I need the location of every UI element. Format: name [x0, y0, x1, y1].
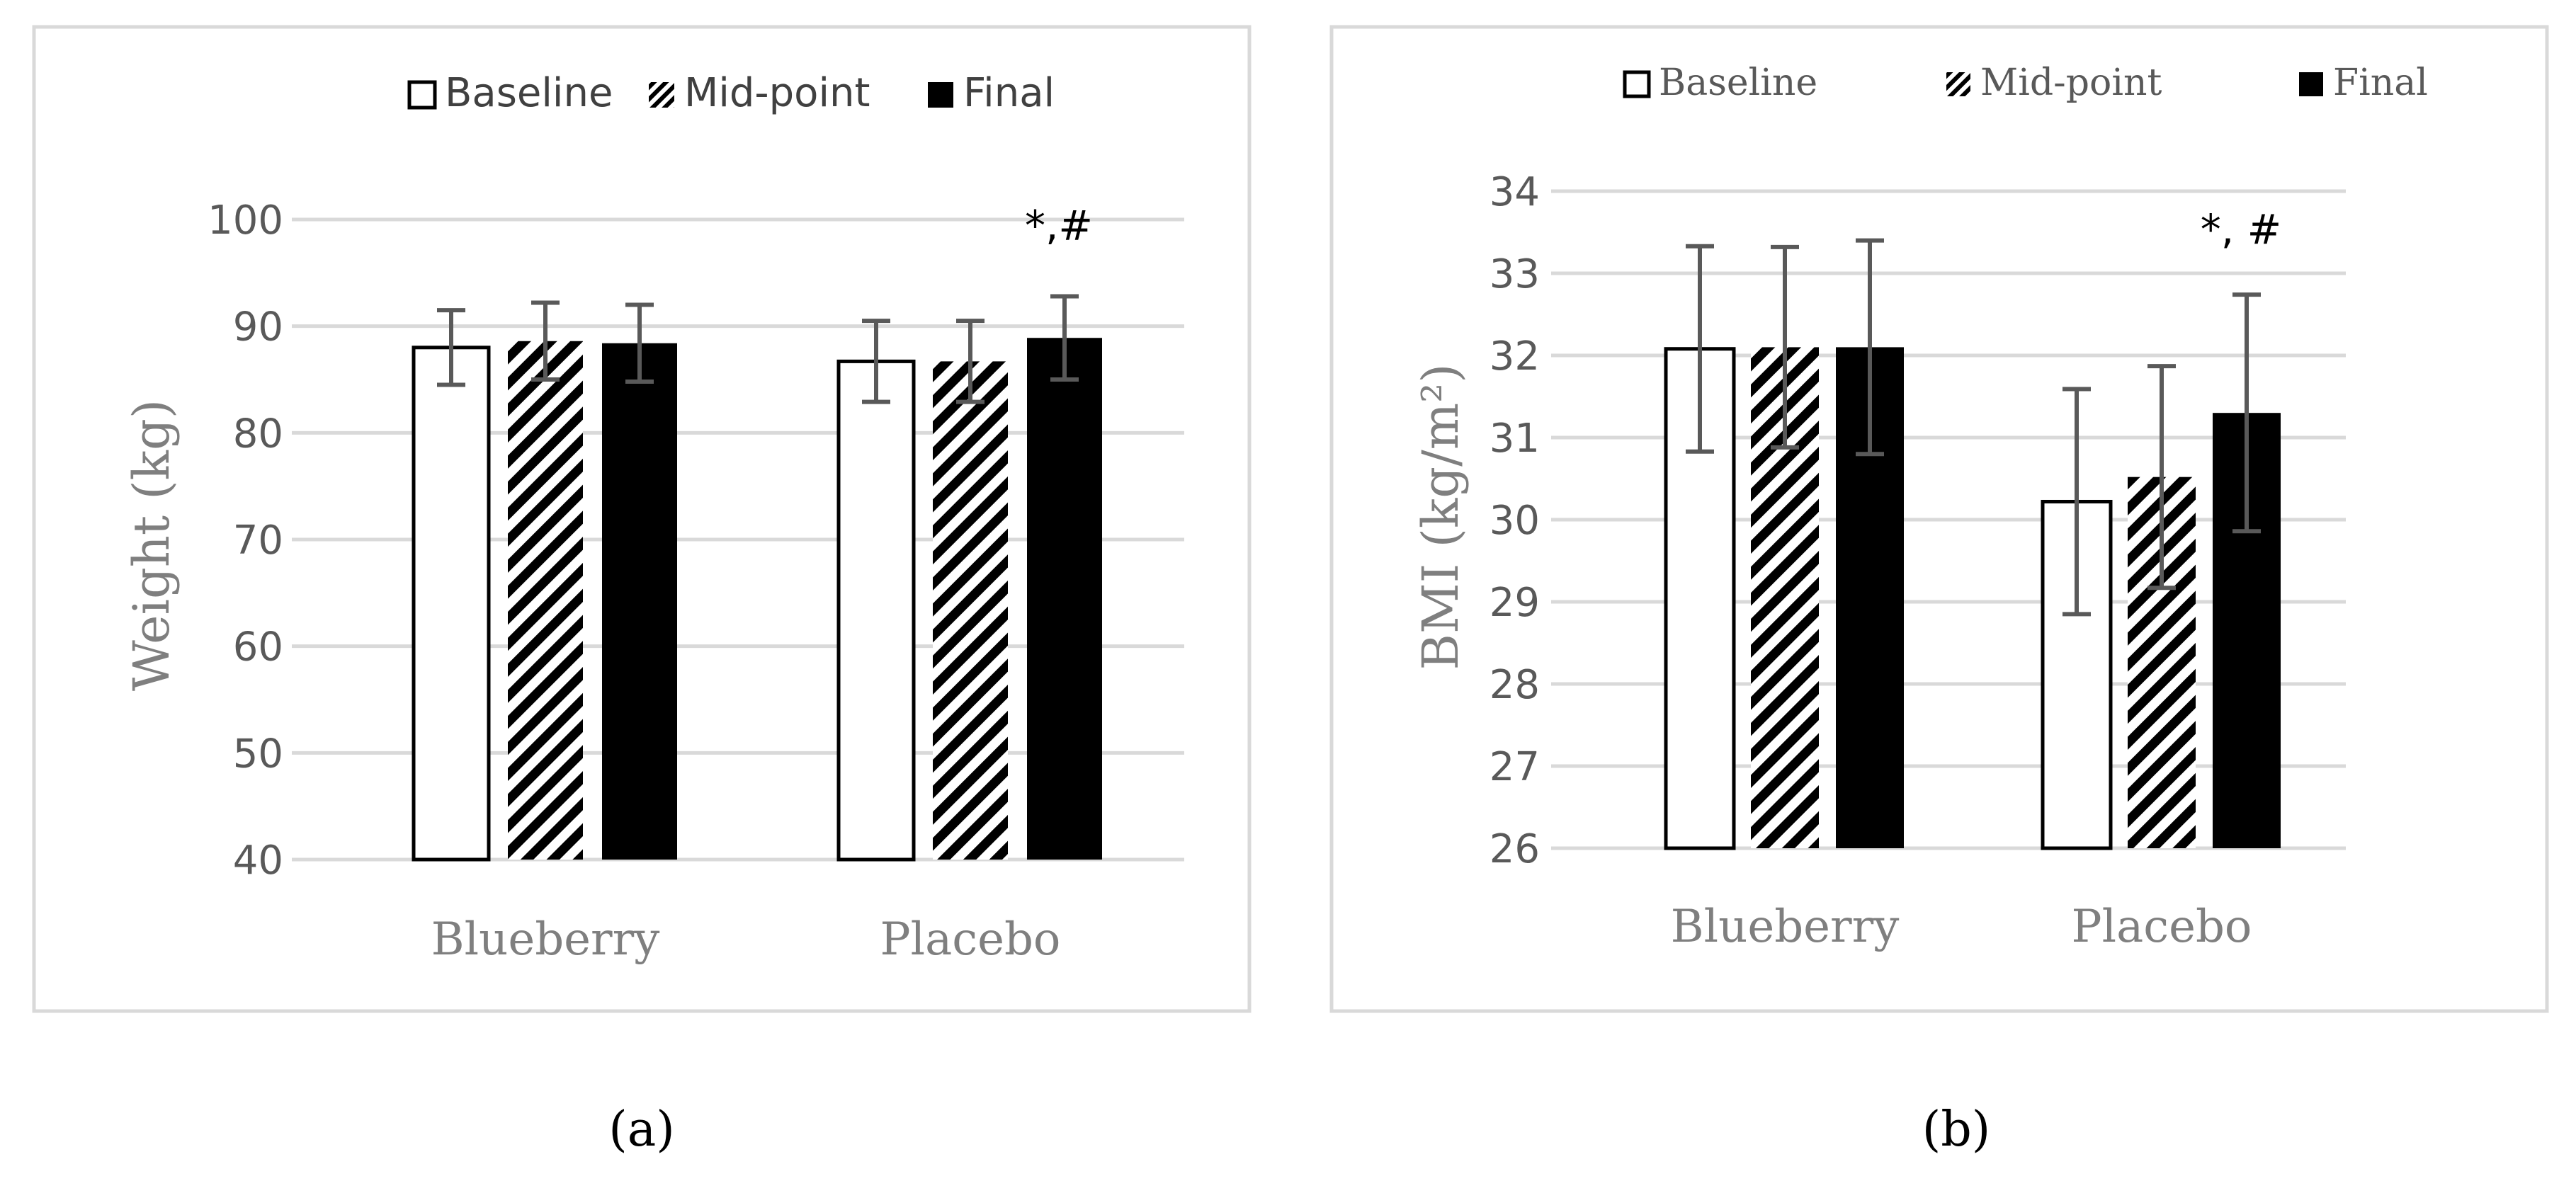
- error-bar: [1771, 244, 1799, 450]
- category-label: Placebo: [880, 913, 1061, 966]
- y-tick-label: 40: [233, 838, 283, 884]
- y-tick-label: 70: [233, 518, 283, 564]
- y-tick-label: 33: [1490, 251, 1540, 297]
- panel-b-category-labels: Blueberry Placebo: [1671, 901, 2252, 953]
- legend-label: Baseline: [445, 70, 613, 116]
- y-tick-label: 29: [1490, 580, 1540, 626]
- bar-placebo-midpoint: [933, 361, 1008, 860]
- legend-item-midpoint: Mid-point: [649, 70, 870, 116]
- bar-blueberry-midpoint: [508, 341, 583, 860]
- panel-a-y-axis-title: Weight (kg): [123, 399, 181, 691]
- legend-item-baseline: Baseline: [407, 70, 613, 116]
- legend-item-baseline: Baseline: [1623, 62, 1817, 104]
- panel-b-legend: Baseline Mid-point Final: [1623, 62, 2428, 104]
- y-tick-label: 34: [1490, 169, 1540, 215]
- legend-swatch: [2299, 72, 2323, 96]
- panel-a-y-axis-ticks: 40 50 60 70 80 90 100: [208, 198, 283, 884]
- bar-placebo-baseline: [836, 359, 916, 862]
- error-bar: [862, 319, 890, 404]
- bar-blueberry-baseline: [412, 346, 491, 862]
- legend-item-final: Final: [2299, 62, 2428, 104]
- y-tick-label: 100: [208, 198, 283, 244]
- error-bar: [1050, 294, 1079, 382]
- bar-placebo-final: [1027, 338, 1102, 860]
- y-tick-label: 90: [233, 304, 283, 350]
- category-label: Blueberry: [431, 913, 660, 966]
- error-bar: [2232, 292, 2261, 534]
- legend-item-midpoint: Mid-point: [1946, 62, 2162, 104]
- y-tick-label: 27: [1490, 744, 1540, 790]
- y-tick-label: 60: [233, 624, 283, 671]
- legend-swatch: [1946, 72, 1970, 96]
- error-bar: [1856, 238, 1884, 457]
- panel-b-significance-annotation: *, #: [2201, 205, 2281, 253]
- panel-a-weight-chart: Baseline Mid-point Final 40 50 60 70 80 90 100 W…: [32, 25, 1252, 1013]
- legend-label: Mid-point: [684, 70, 870, 116]
- legend-label: Mid-point: [1980, 62, 2162, 104]
- bar-blueberry-final: [602, 343, 677, 860]
- legend-item-final: Final: [928, 70, 1055, 116]
- category-label: Placebo: [2072, 901, 2252, 953]
- legend-swatch: [407, 80, 437, 110]
- panel-b-bmi-chart: Baseline Mid-point Final 26 27 28 29 30 31 32 33 3…: [1329, 25, 2549, 1013]
- panel-b-y-axis-ticks: 26 27 28 29 30 31 32 33 34: [1490, 169, 1540, 872]
- panel-a-bars: [412, 338, 1102, 862]
- y-tick-label: 50: [233, 731, 283, 777]
- error-bar: [625, 302, 654, 384]
- panel-b-label: (b): [1922, 1102, 1991, 1158]
- error-bar: [956, 319, 985, 404]
- panel-b-y-axis-title: BMI (kg/m²): [1412, 364, 1470, 671]
- panel-a-label: (a): [608, 1102, 675, 1158]
- panel-a-legend: Baseline Mid-point Final: [407, 70, 1055, 116]
- category-label: Blueberry: [1671, 901, 1900, 953]
- y-tick-label: 31: [1490, 416, 1540, 462]
- panel-a-category-labels: Blueberry Placebo: [431, 913, 1061, 966]
- legend-swatch: [928, 82, 953, 108]
- panel-a-significance-annotation: *,#: [1025, 201, 1093, 249]
- error-bar: [2062, 387, 2091, 617]
- error-bar: [437, 308, 465, 387]
- y-tick-label: 26: [1490, 826, 1540, 872]
- panel-a-error-bars: [437, 294, 1079, 404]
- y-tick-label: 32: [1490, 333, 1540, 380]
- error-bar: [2147, 364, 2176, 590]
- y-tick-label: 80: [233, 411, 283, 457]
- error-bar: [531, 300, 560, 382]
- panel-b-error-bars: [1686, 238, 2261, 617]
- legend-label: Baseline: [1659, 62, 1817, 104]
- legend-label: Final: [2333, 62, 2428, 104]
- legend-swatch: [1623, 70, 1651, 98]
- y-tick-label: 28: [1490, 662, 1540, 708]
- error-bar: [1686, 244, 1714, 454]
- y-tick-label: 30: [1490, 498, 1540, 544]
- legend-swatch: [649, 82, 674, 108]
- legend-label: Final: [963, 70, 1055, 116]
